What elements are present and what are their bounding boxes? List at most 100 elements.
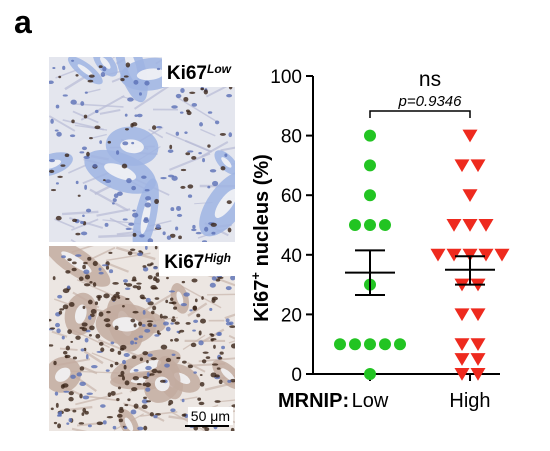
cell-nucleus [157,370,162,374]
panel-letter: a [14,4,32,40]
cell-nucleus [201,296,204,300]
cell-nucleus [198,151,202,155]
cell-nucleus [155,272,160,277]
cell-nucleus [116,150,120,155]
cell-nucleus [105,265,110,270]
cell-nucleus [123,426,128,430]
cell-nucleus [68,417,73,423]
cell-nucleus [186,110,192,116]
cell-nucleus [91,365,98,369]
cell-nucleus [95,333,101,339]
cell-nucleus [172,316,175,319]
gland-lumen [214,188,235,218]
cell-nucleus [100,347,105,352]
data-point-high [454,338,470,351]
cell-nucleus [81,146,88,151]
cell-nucleus [171,318,176,323]
tissue-fiber [181,285,222,309]
cell-nucleus [212,180,219,187]
data-point-high [470,368,486,381]
cell-nucleus [132,285,138,289]
cell-nucleus [150,357,157,361]
cell-nucleus [65,270,71,274]
cell-nucleus [191,228,197,232]
cell-nucleus [136,282,142,285]
cell-nucleus [230,427,235,431]
cell-nucleus [138,92,142,96]
cell-nucleus [142,351,149,356]
cell-nucleus [175,226,179,231]
gland-lumen [74,304,87,324]
gland-lumen [140,199,151,235]
cell-nucleus [120,370,125,376]
cell-nucleus [127,398,131,402]
cell-nucleus [55,182,59,185]
cell-nucleus [133,369,139,372]
cell-nucleus [107,392,112,397]
cell-nucleus [144,80,150,86]
cell-nucleus [133,403,139,409]
cell-nucleus [63,390,70,393]
cell-nucleus [64,354,71,359]
cell-nucleus [130,248,136,251]
cell-nucleus [196,313,201,318]
cell-nucleus [142,375,149,379]
cell-nucleus [127,251,133,256]
cell-nucleus [181,280,186,284]
tissue-fiber [76,279,120,300]
cell-nucleus [84,274,91,280]
cell-nucleus [145,387,151,392]
cell-nucleus [216,367,221,370]
cell-nucleus [83,114,88,119]
cell-nucleus [56,131,62,137]
cell-nucleus [61,255,66,259]
cell-nucleus [84,337,89,343]
cell-nucleus [63,408,71,412]
data-point-high [494,248,510,262]
tissue-fiber [51,330,68,338]
scale-bar [185,425,229,427]
tissue-fiber [224,313,235,320]
cell-nucleus [109,348,115,353]
cell-nucleus [67,329,72,335]
cell-nucleus [123,279,129,283]
cell-nucleus [192,305,198,311]
cell-nucleus [98,267,102,271]
cell-nucleus [144,328,151,333]
y-tick-label: 40 [281,246,302,267]
cell-nucleus [116,191,123,196]
cell-nucleus [202,351,209,354]
cell-nucleus [108,269,114,274]
cell-nucleus [225,318,230,323]
cell-nucleus [211,231,216,235]
data-point-high [430,248,446,262]
cell-nucleus [136,113,143,118]
cell-nucleus [165,326,171,332]
cell-nucleus [209,282,216,288]
cell-nucleus [125,128,129,131]
cell-nucleus [62,65,66,71]
p-value-label: p=0.9346 [398,93,463,110]
cell-nucleus [226,94,233,98]
cell-nucleus [68,391,74,396]
tissue-fiber [85,88,101,94]
cell-nucleus [97,296,101,301]
cell-nucleus [57,294,63,299]
cell-nucleus [146,263,152,267]
cell-nucleus [198,401,205,406]
tissue-fiber [98,338,142,359]
cell-nucleus [160,176,167,180]
tissue-fiber [169,152,211,171]
cell-nucleus [52,276,56,281]
cell-nucleus [201,359,207,364]
cell-nucleus [195,231,202,235]
cell-nucleus [110,390,116,396]
cell-nucleus [92,163,98,168]
cell-nucleus [191,278,198,283]
cell-nucleus [147,322,153,327]
cell-nucleus [120,344,127,350]
data-point-low [394,338,406,351]
cell-nucleus [221,345,226,350]
tissue-fiber [82,366,98,375]
cell-nucleus [137,426,144,431]
